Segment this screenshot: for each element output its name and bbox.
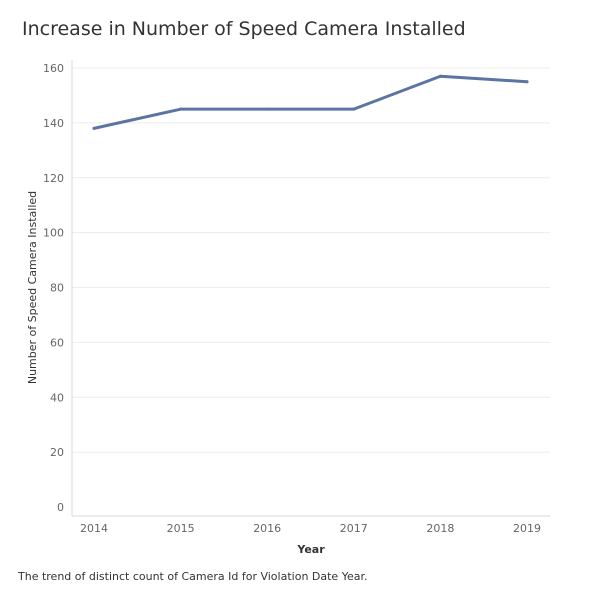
chart-caption: The trend of distinct count of Camera Id…	[18, 570, 368, 583]
data-point-2016	[265, 107, 269, 111]
axes	[71, 60, 550, 517]
chart-title: Increase in Number of Speed Camera Insta…	[22, 18, 466, 40]
y-tick-label-20: 20	[50, 446, 64, 459]
y-axis-title: Number of Speed Camera Installed	[26, 191, 39, 384]
y-tick-label-160: 160	[43, 62, 64, 75]
x-tick-label-2016: 2016	[253, 522, 281, 535]
data-point-2015	[179, 107, 183, 111]
y-tick-label-40: 40	[50, 391, 64, 404]
series-line-0	[92, 74, 529, 130]
y-tick-label-100: 100	[43, 227, 64, 240]
data-point-2018	[438, 74, 442, 78]
x-tick-labels: 2014 2015 2016 2017 2018 2019	[80, 522, 541, 535]
data-point-2014	[92, 126, 96, 130]
y-tick-label-0: 0	[57, 501, 64, 514]
y-tick-label-120: 120	[43, 172, 64, 185]
grid-lines	[72, 67, 550, 453]
x-tick-label-2014: 2014	[80, 522, 108, 535]
y-tick-label-60: 60	[50, 336, 64, 349]
y-tick-labels: 0 20 40 60 80 100 120 140 160	[43, 62, 64, 514]
data-point-2017	[352, 107, 356, 111]
y-tick-label-140: 140	[43, 117, 64, 130]
x-tick-label-2015: 2015	[167, 522, 195, 535]
series-lines	[92, 74, 529, 130]
x-axis-title: Year	[296, 543, 325, 556]
data-point-2019	[525, 80, 529, 84]
x-tick-label-2019: 2019	[513, 522, 541, 535]
x-tick-label-2017: 2017	[340, 522, 368, 535]
x-tick-label-2018: 2018	[426, 522, 454, 535]
y-tick-label-80: 80	[50, 282, 64, 295]
